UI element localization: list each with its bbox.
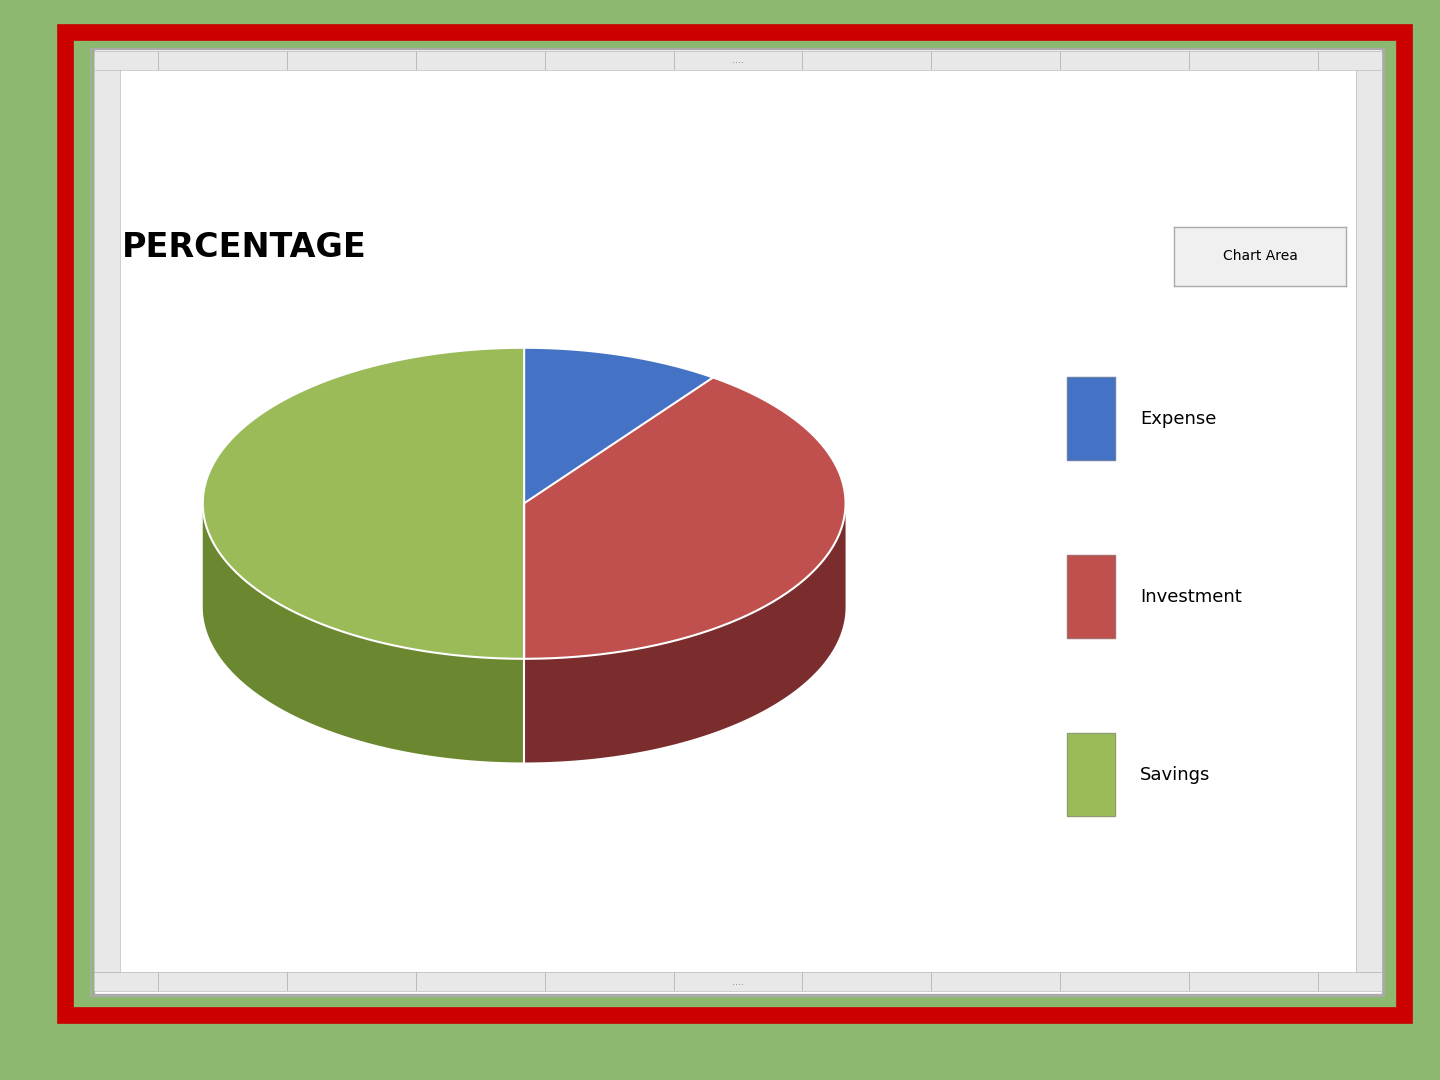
Text: PERCENTAGE: PERCENTAGE bbox=[122, 231, 367, 264]
Bar bbox=[1067, 733, 1115, 816]
Bar bbox=[1067, 377, 1115, 460]
Polygon shape bbox=[203, 503, 524, 762]
Polygon shape bbox=[203, 348, 524, 659]
Text: Expense: Expense bbox=[1140, 409, 1217, 428]
Text: ....: .... bbox=[732, 55, 744, 66]
Text: Investment: Investment bbox=[1140, 588, 1241, 606]
Polygon shape bbox=[524, 348, 713, 503]
Bar bbox=[1067, 555, 1115, 638]
Bar bbox=[1067, 733, 1115, 816]
Bar bbox=[1067, 377, 1115, 460]
Bar bbox=[1067, 555, 1115, 638]
Polygon shape bbox=[524, 378, 845, 659]
Polygon shape bbox=[524, 503, 845, 762]
Text: Savings: Savings bbox=[1140, 766, 1210, 784]
Text: ....: .... bbox=[732, 976, 744, 987]
Text: Chart Area: Chart Area bbox=[1223, 249, 1297, 264]
